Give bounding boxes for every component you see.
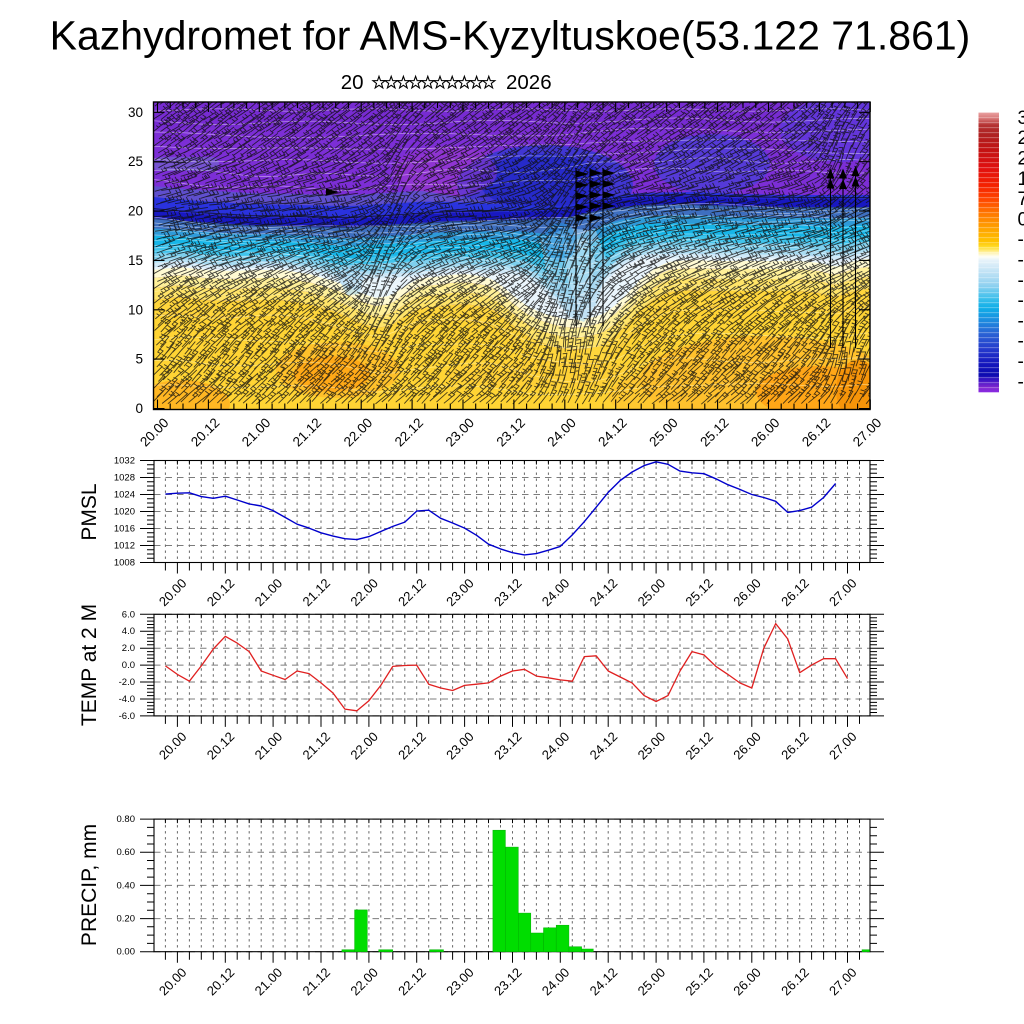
svg-text:-4.0: -4.0	[119, 694, 135, 705]
svg-text:1020: 1020	[114, 507, 135, 518]
svg-text:20: 20	[128, 204, 143, 219]
svg-text:1012: 1012	[114, 541, 135, 552]
svg-text:PRECIP, mm: PRECIP, mm	[78, 824, 101, 946]
svg-text:PMSL: PMSL	[78, 483, 101, 540]
svg-text:28: 28	[1018, 128, 1024, 149]
svg-text:15: 15	[128, 253, 143, 268]
svg-text:1024: 1024	[114, 490, 135, 501]
svg-text:0.0: 0.0	[122, 660, 135, 671]
svg-text:6.0: 6.0	[122, 609, 135, 620]
svg-text:0.40: 0.40	[117, 880, 136, 891]
svg-text:-6.0: -6.0	[119, 711, 135, 722]
svg-text:-42: -42	[1018, 331, 1024, 352]
svg-text:1028: 1028	[114, 473, 135, 484]
svg-text:1032: 1032	[114, 456, 135, 467]
svg-text:-7: -7	[1018, 230, 1024, 251]
svg-text:4.0: 4.0	[122, 626, 135, 637]
svg-text:Kazhydromet for AMS-Kyzyltusko: Kazhydromet for AMS-Kyzyltuskoe(53.122 7…	[50, 13, 971, 59]
svg-text:-35: -35	[1018, 311, 1024, 332]
svg-text:14: 14	[1018, 169, 1024, 190]
svg-text:2.0: 2.0	[122, 643, 135, 654]
svg-text:-49: -49	[1018, 352, 1024, 373]
svg-text:30: 30	[128, 105, 143, 120]
svg-text:-2.0: -2.0	[119, 677, 135, 688]
svg-text:0.00: 0.00	[117, 947, 136, 958]
svg-text:0.60: 0.60	[117, 847, 136, 858]
svg-text:-56: -56	[1018, 372, 1024, 393]
svg-text:0: 0	[135, 401, 143, 416]
svg-text:2026: 2026	[506, 71, 552, 94]
svg-text:1008: 1008	[114, 558, 135, 569]
svg-text:TEMP at 2 M: TEMP at 2 M	[78, 604, 101, 726]
svg-text:0: 0	[1018, 209, 1024, 230]
svg-text:25: 25	[128, 154, 143, 169]
svg-text:0.20: 0.20	[117, 914, 136, 925]
svg-text:7: 7	[1018, 189, 1024, 210]
svg-text:-14: -14	[1018, 250, 1024, 271]
svg-text:5: 5	[135, 352, 143, 367]
svg-text:0.80: 0.80	[117, 814, 136, 825]
svg-text:-28: -28	[1018, 291, 1024, 312]
svg-text:10: 10	[128, 302, 143, 317]
svg-text:1016: 1016	[114, 524, 135, 535]
svg-text:20: 20	[341, 71, 364, 94]
svg-text:-21: -21	[1018, 270, 1024, 291]
svg-text:35: 35	[1018, 108, 1024, 129]
svg-text:21: 21	[1018, 149, 1024, 170]
